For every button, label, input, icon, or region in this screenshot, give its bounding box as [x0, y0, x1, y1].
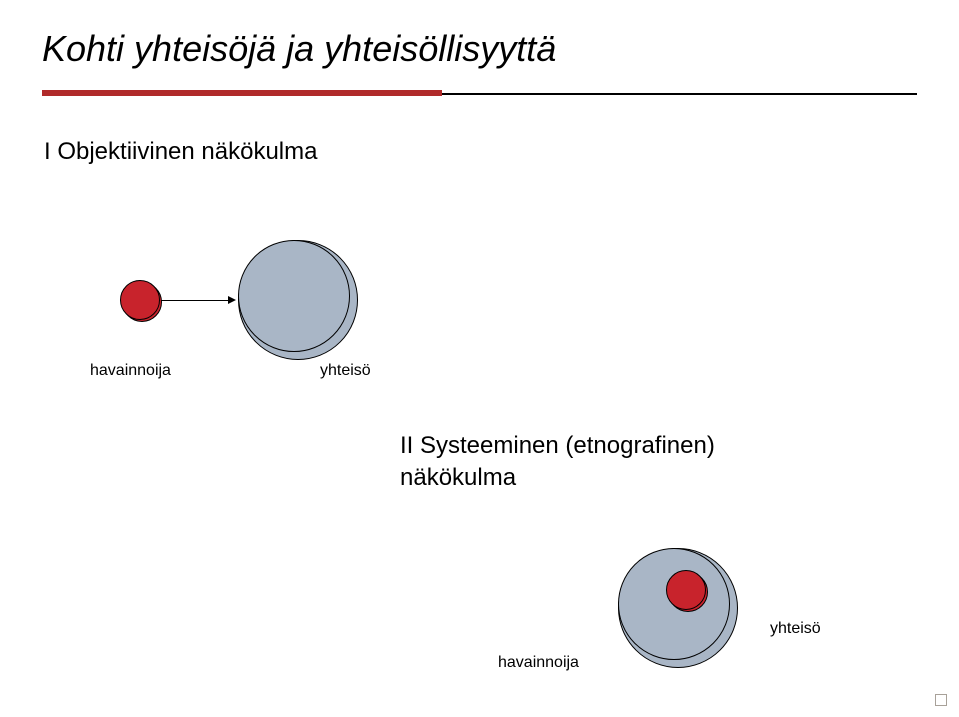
- section2-observer-circle: [666, 570, 706, 610]
- section1-community-label: yhteisö: [320, 362, 371, 380]
- section1-arrow-head: [228, 296, 236, 304]
- section2-observer-label: havainnoija: [498, 654, 579, 672]
- section2-community-label: yhteisö: [770, 620, 821, 638]
- section1-observer-circle: [120, 280, 160, 320]
- section1-heading: I Objektiivinen näkökulma: [44, 138, 317, 166]
- slide-corner-marker-icon: [935, 694, 947, 706]
- section1-arrow-line: [160, 300, 230, 301]
- slide-title: Kohti yhteisöjä ja yhteisöllisyyttä: [42, 28, 556, 70]
- slide: Kohti yhteisöjä ja yhteisöllisyyttä I Ob…: [0, 0, 959, 717]
- title-underline-thin: [442, 93, 917, 95]
- section1-community-circle-front: [238, 240, 350, 352]
- section2-heading: II Systeeminen (etnografinen) näkökulma: [400, 430, 820, 495]
- section1-observer-label: havainnoija: [90, 362, 171, 380]
- title-underline-thick: [42, 90, 442, 96]
